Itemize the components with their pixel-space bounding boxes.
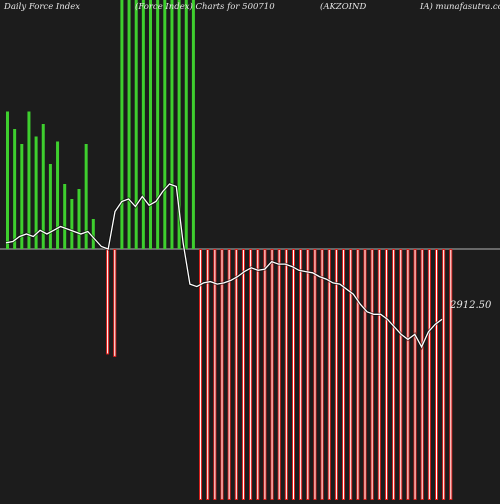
force-bar bbox=[299, 249, 303, 500]
force-bar bbox=[91, 219, 95, 249]
force-bar bbox=[363, 249, 367, 500]
chart-subtitle: (Force Index) Charts for 500710 bbox=[135, 2, 275, 12]
force-bar bbox=[70, 199, 74, 249]
force-bar bbox=[199, 249, 203, 500]
force-bar bbox=[263, 249, 267, 500]
force-bar bbox=[56, 141, 60, 249]
force-bar bbox=[6, 111, 9, 249]
force-bar bbox=[149, 0, 152, 249]
force-bar bbox=[384, 249, 388, 500]
force-bar bbox=[442, 249, 446, 500]
force-bar bbox=[277, 249, 281, 500]
chart-code: (AKZOIND bbox=[320, 2, 367, 12]
force-bar bbox=[127, 0, 131, 249]
force-bar bbox=[356, 249, 360, 500]
force-bar bbox=[399, 249, 403, 500]
force-bar bbox=[449, 249, 453, 500]
force-bar bbox=[106, 249, 110, 355]
force-bar bbox=[177, 0, 181, 249]
chart-source: IA) munafasutra.com bbox=[420, 2, 500, 12]
force-bar bbox=[435, 249, 438, 500]
force-bar bbox=[206, 249, 210, 500]
force-bar bbox=[170, 0, 174, 249]
force-bar bbox=[13, 129, 17, 249]
force-bar bbox=[292, 249, 295, 500]
force-bar bbox=[406, 249, 410, 500]
force-bar bbox=[284, 249, 288, 500]
force-bar bbox=[41, 124, 45, 249]
force-bar bbox=[327, 249, 331, 500]
force-bar bbox=[213, 249, 217, 500]
last-value-label: 2912.50 bbox=[450, 300, 492, 311]
force-bar bbox=[84, 144, 88, 249]
force-bar bbox=[156, 0, 160, 249]
force-bar bbox=[241, 249, 245, 500]
force-bar bbox=[27, 111, 31, 249]
force-bar bbox=[20, 144, 24, 249]
force-bar bbox=[134, 0, 138, 249]
force-bar bbox=[270, 249, 274, 500]
force-bar bbox=[48, 164, 52, 249]
force-bar bbox=[313, 249, 317, 500]
force-bar bbox=[234, 249, 238, 500]
force-bar bbox=[334, 249, 338, 500]
force-bar bbox=[392, 249, 396, 500]
force-bar bbox=[256, 249, 260, 500]
force-bar bbox=[306, 249, 310, 500]
force-bar bbox=[420, 249, 424, 500]
force-bar bbox=[427, 249, 431, 500]
force-bar bbox=[163, 0, 167, 249]
force-bar bbox=[184, 0, 188, 249]
force-bar bbox=[413, 249, 417, 500]
force-bar bbox=[227, 249, 231, 500]
force-bar bbox=[113, 249, 117, 357]
force-bar bbox=[320, 249, 324, 500]
force-bar bbox=[141, 0, 145, 249]
price-line bbox=[5, 183, 443, 349]
force-bar bbox=[34, 136, 38, 249]
force-bar bbox=[349, 249, 353, 500]
force-bar bbox=[370, 249, 374, 500]
chart-title: Daily Force Index bbox=[4, 2, 81, 12]
force-bar bbox=[377, 249, 381, 500]
force-bar bbox=[120, 0, 124, 249]
force-bar bbox=[77, 189, 81, 249]
force-bar bbox=[220, 249, 224, 500]
force-bar bbox=[191, 0, 195, 249]
force-bar bbox=[63, 184, 67, 249]
force-bar bbox=[249, 249, 253, 500]
